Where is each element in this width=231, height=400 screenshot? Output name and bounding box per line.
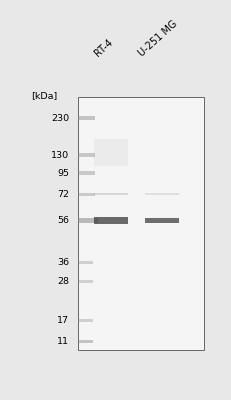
Bar <box>94 217 128 224</box>
Text: U-251 MG: U-251 MG <box>137 19 179 59</box>
Bar <box>78 97 204 350</box>
Text: 28: 28 <box>57 277 69 286</box>
Bar <box>79 261 93 264</box>
Bar <box>94 193 128 196</box>
Text: [kDa]: [kDa] <box>31 91 57 100</box>
Bar <box>79 340 93 343</box>
Bar <box>94 139 128 166</box>
Bar <box>145 193 179 195</box>
Text: 11: 11 <box>57 337 69 346</box>
Text: 230: 230 <box>51 114 69 123</box>
Bar <box>145 218 179 223</box>
Text: 95: 95 <box>57 168 69 178</box>
Text: 72: 72 <box>57 190 69 198</box>
Bar <box>79 280 93 283</box>
Text: 17: 17 <box>57 316 69 325</box>
Bar <box>79 192 94 196</box>
Bar <box>79 172 94 175</box>
Bar <box>79 319 93 322</box>
Text: 36: 36 <box>57 258 69 267</box>
Bar <box>79 218 98 223</box>
Text: RT-4: RT-4 <box>93 38 115 59</box>
Bar <box>79 153 94 157</box>
Text: 130: 130 <box>51 151 69 160</box>
Text: 56: 56 <box>57 216 69 225</box>
Bar <box>79 116 94 120</box>
